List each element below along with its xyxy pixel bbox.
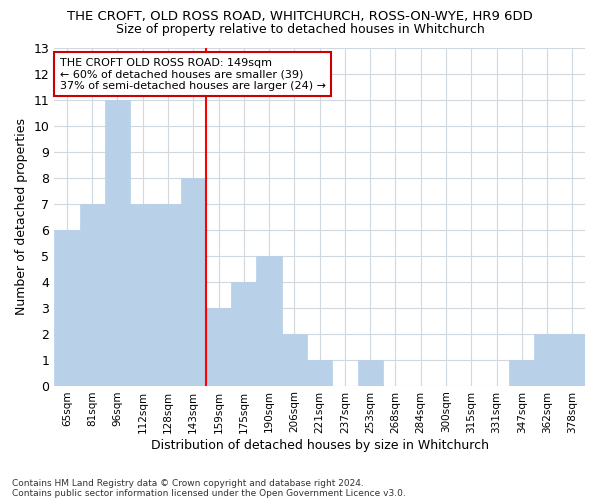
Y-axis label: Number of detached properties: Number of detached properties: [15, 118, 28, 315]
Bar: [80, 204, 105, 386]
Bar: [231, 282, 256, 386]
X-axis label: Distribution of detached houses by size in Whitchurch: Distribution of detached houses by size …: [151, 440, 488, 452]
Bar: [54, 230, 80, 386]
Bar: [307, 360, 332, 386]
Bar: [358, 360, 383, 386]
Bar: [206, 308, 231, 386]
Bar: [181, 178, 206, 386]
Text: THE CROFT, OLD ROSS ROAD, WHITCHURCH, ROSS-ON-WYE, HR9 6DD: THE CROFT, OLD ROSS ROAD, WHITCHURCH, RO…: [67, 10, 533, 23]
Text: Contains HM Land Registry data © Crown copyright and database right 2024.: Contains HM Land Registry data © Crown c…: [12, 478, 364, 488]
Bar: [560, 334, 585, 386]
Bar: [256, 256, 282, 386]
Text: Size of property relative to detached houses in Whitchurch: Size of property relative to detached ho…: [116, 22, 484, 36]
Bar: [535, 334, 560, 386]
Bar: [130, 204, 155, 386]
Text: THE CROFT OLD ROSS ROAD: 149sqm
← 60% of detached houses are smaller (39)
37% of: THE CROFT OLD ROSS ROAD: 149sqm ← 60% of…: [59, 58, 326, 91]
Bar: [105, 100, 130, 386]
Text: Contains public sector information licensed under the Open Government Licence v3: Contains public sector information licen…: [12, 488, 406, 498]
Bar: [282, 334, 307, 386]
Bar: [155, 204, 181, 386]
Bar: [509, 360, 535, 386]
